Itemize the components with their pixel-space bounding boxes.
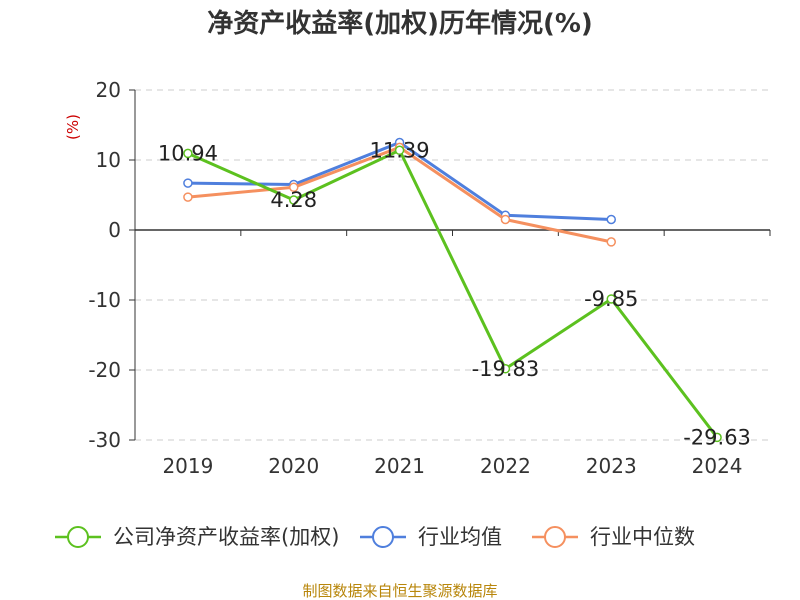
series-line xyxy=(187,148,719,439)
data-label: -29.63 xyxy=(683,425,751,449)
data-label: -19.83 xyxy=(472,357,540,381)
data-point xyxy=(183,192,193,202)
data-label: -9.85 xyxy=(584,287,638,311)
y-tick-label: -10 xyxy=(88,288,121,312)
x-tick-label: 2022 xyxy=(480,454,531,478)
axes: 20 10 0 -10 -20 -30 2019 2020 2021 2022 2023 2024 xyxy=(88,78,771,478)
data-labels: 10.94 4.28 11.39 -19.83 -9.85 -29.63 xyxy=(158,138,751,449)
data-point xyxy=(500,214,511,225)
legend-marker xyxy=(544,526,566,548)
series-layer xyxy=(183,137,722,443)
data-point xyxy=(183,178,193,188)
data-point xyxy=(606,214,616,225)
y-tick-label: -30 xyxy=(88,428,121,452)
y-tick-label: 0 xyxy=(108,218,121,242)
source-note: 制图数据来自恒生聚源数据库 xyxy=(302,582,497,600)
y-tick-label: 20 xyxy=(96,78,121,102)
legend: 公司净资产收益率(加权) 行业均值 行业中位数 xyxy=(55,525,695,549)
data-point xyxy=(289,195,299,205)
data-label: 4.28 xyxy=(270,188,317,212)
y-axis-label: (%) xyxy=(64,114,82,140)
data-label: 10.94 xyxy=(158,141,218,165)
x-tick-label: 2021 xyxy=(374,454,425,478)
x-tick-label: 2024 xyxy=(692,454,743,478)
data-point xyxy=(500,364,511,374)
y-tick-label: 10 xyxy=(96,148,121,172)
data-label: 11.39 xyxy=(370,138,430,162)
chart-title: 净资产收益率(加权)历年情况(%) xyxy=(207,8,593,39)
legend-label: 行业中位数 xyxy=(590,525,695,549)
data-point xyxy=(606,237,616,247)
legend-marker xyxy=(372,526,394,548)
x-tick-label: 2019 xyxy=(162,454,213,478)
data-point xyxy=(606,294,616,304)
legend-label: 行业均值 xyxy=(418,525,502,549)
data-point xyxy=(183,148,193,159)
data-point xyxy=(289,182,299,193)
legend-label: 公司净资产收益率(加权) xyxy=(113,525,339,549)
grid-lines xyxy=(135,89,770,441)
y-tick-label: -20 xyxy=(88,358,121,382)
legend-marker xyxy=(67,526,89,548)
x-tick-label: 2023 xyxy=(586,454,637,478)
x-tick-label: 2020 xyxy=(268,454,319,478)
data-point xyxy=(712,432,722,443)
data-point xyxy=(394,145,405,156)
